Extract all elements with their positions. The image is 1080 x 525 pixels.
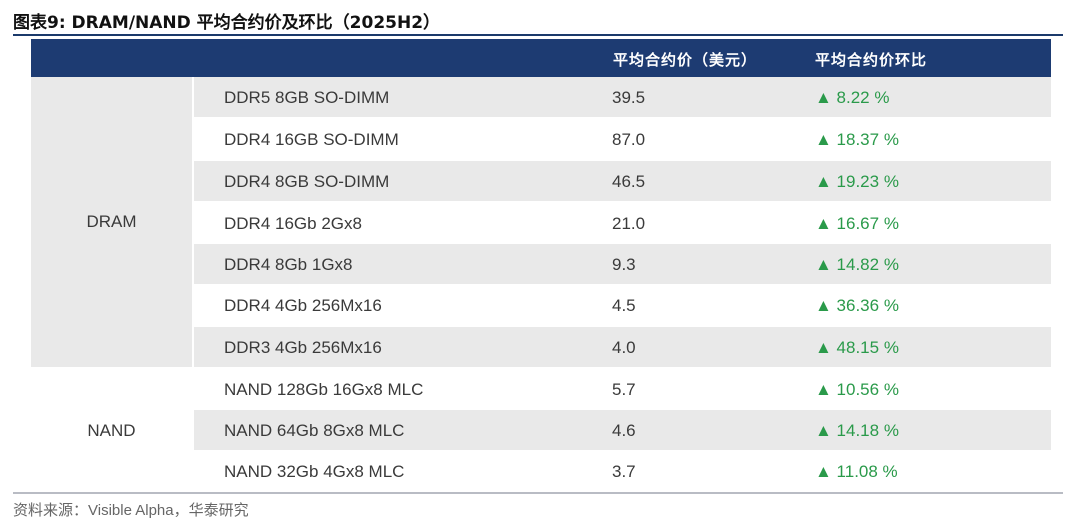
table-header: 平均合约价（美元） 平均合约价环比 xyxy=(31,39,1051,77)
price-cell: 21.0 xyxy=(612,214,646,233)
source-note: 资料来源：Visible Alpha，华泰研究 xyxy=(13,502,249,519)
table-row: DDR4 8GB SO-DIMM 46.5 ▲ 19.23 % xyxy=(194,161,1051,201)
table-row: NAND 128Gb 16Gx8 MLC 5.7 ▲ 10.56 % xyxy=(194,369,1051,409)
price-cell: 3.7 xyxy=(612,462,636,481)
product-cell: DDR5 8GB SO-DIMM xyxy=(224,88,390,107)
price-cell: 9.3 xyxy=(612,255,636,274)
product-cell: NAND 64Gb 8Gx8 MLC xyxy=(224,421,405,440)
table-row: DDR4 16GB SO-DIMM 87.0 ▲ 18.37 % xyxy=(194,119,1051,159)
change-cell: ▲ 10.56 % xyxy=(815,380,899,399)
table-row: DDR4 4Gb 256Mx16 4.5 ▲ 36.36 % xyxy=(194,285,1051,325)
change-cell: ▲ 48.15 % xyxy=(815,338,899,357)
product-cell: DDR3 4Gb 256Mx16 xyxy=(224,338,382,357)
table-row: NAND 32Gb 4Gx8 MLC 3.7 ▲ 11.08 % xyxy=(194,451,1051,491)
price-cell: 39.5 xyxy=(612,88,646,107)
header-price: 平均合约价（美元） xyxy=(613,51,758,69)
price-cell: 46.5 xyxy=(612,172,646,191)
change-cell: ▲ 36.36 % xyxy=(815,296,899,315)
change-cell: ▲ 18.37 % xyxy=(815,130,899,149)
change-cell: ▲ 19.23 % xyxy=(815,172,899,191)
group-nand: NAND xyxy=(31,369,192,493)
product-cell: DDR4 8Gb 1Gx8 xyxy=(224,255,353,274)
price-cell: 4.6 xyxy=(612,421,636,440)
change-cell: ▲ 14.18 % xyxy=(815,421,899,440)
table-row: NAND 64Gb 8Gx8 MLC 4.6 ▲ 14.18 % xyxy=(194,410,1051,450)
change-cell: ▲ 14.82 % xyxy=(815,255,899,274)
price-cell: 87.0 xyxy=(612,130,646,149)
change-cell: ▲ 16.67 % xyxy=(815,214,899,233)
product-cell: DDR4 8GB SO-DIMM xyxy=(224,172,390,191)
product-cell: DDR4 4Gb 256Mx16 xyxy=(224,296,382,315)
change-cell: ▲ 8.22 % xyxy=(815,88,890,107)
product-cell: NAND 128Gb 16Gx8 MLC xyxy=(224,380,424,399)
bottom-rule xyxy=(13,492,1063,494)
group-dram: DRAM xyxy=(31,77,192,367)
table-row: DDR5 8GB SO-DIMM 39.5 ▲ 8.22 % xyxy=(194,77,1051,117)
product-cell: DDR4 16GB SO-DIMM xyxy=(224,130,399,149)
table-row: DDR4 16Gb 2Gx8 21.0 ▲ 16.67 % xyxy=(194,203,1051,243)
header-change: 平均合约价环比 xyxy=(815,51,928,69)
price-cell: 4.0 xyxy=(612,338,636,357)
title-rule xyxy=(13,34,1063,36)
table-row: DDR3 4Gb 256Mx16 4.0 ▲ 48.15 % xyxy=(194,327,1051,367)
product-cell: DDR4 16Gb 2Gx8 xyxy=(224,214,362,233)
price-cell: 5.7 xyxy=(612,380,636,399)
table-row: DDR4 8Gb 1Gx8 9.3 ▲ 14.82 % xyxy=(194,244,1051,284)
figure-title: 图表9: DRAM/NAND 平均合约价及环比（2025H2） xyxy=(13,13,441,33)
change-cell: ▲ 11.08 % xyxy=(815,462,898,481)
product-cell: NAND 32Gb 4Gx8 MLC xyxy=(224,462,405,481)
price-cell: 4.5 xyxy=(612,296,636,315)
